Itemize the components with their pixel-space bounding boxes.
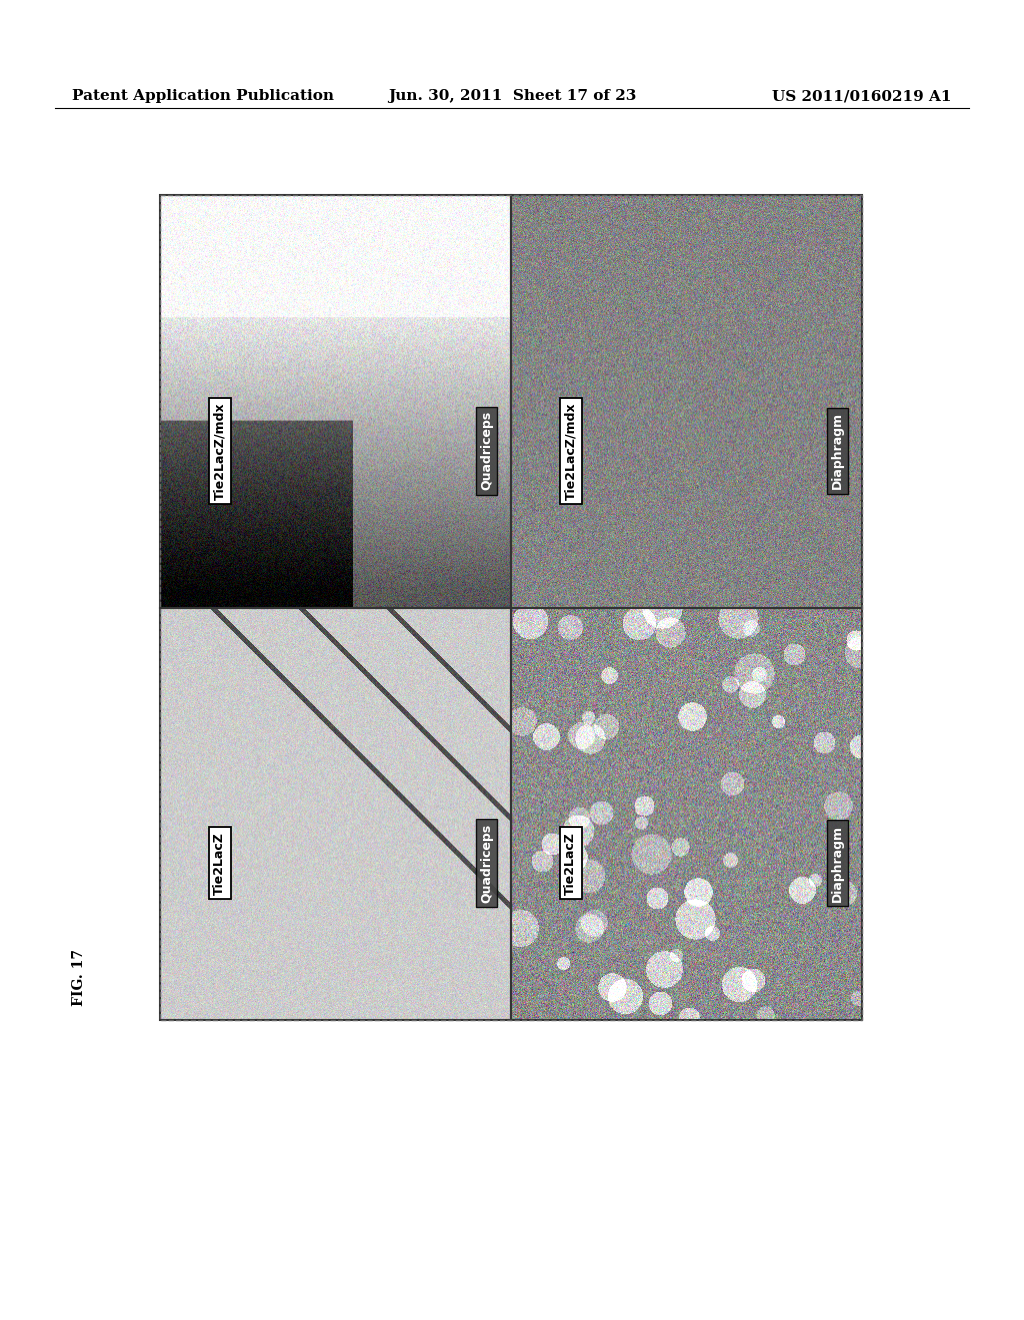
Bar — [511, 195, 862, 607]
Text: Patent Application Publication: Patent Application Publication — [72, 88, 334, 103]
Bar — [511, 607, 862, 1020]
Text: Tie2LacZ: Tie2LacZ — [213, 832, 226, 895]
Text: Jun. 30, 2011  Sheet 17 of 23: Jun. 30, 2011 Sheet 17 of 23 — [388, 88, 636, 103]
Text: Tie2LacZ: Tie2LacZ — [564, 832, 578, 895]
Text: Quadriceps: Quadriceps — [480, 411, 493, 490]
Text: FIG. 17: FIG. 17 — [72, 949, 86, 1006]
Text: Quadriceps: Quadriceps — [480, 824, 493, 903]
Text: US 2011/0160219 A1: US 2011/0160219 A1 — [772, 88, 952, 103]
Bar — [160, 195, 862, 1020]
Text: Diaphragm: Diaphragm — [830, 412, 844, 490]
Text: Tie2LacZ/mdx: Tie2LacZ/mdx — [213, 401, 226, 499]
Text: Diaphragm: Diaphragm — [830, 825, 844, 902]
Bar — [160, 195, 511, 607]
Bar — [160, 607, 511, 1020]
Text: Tie2LacZ/mdx: Tie2LacZ/mdx — [564, 401, 578, 499]
